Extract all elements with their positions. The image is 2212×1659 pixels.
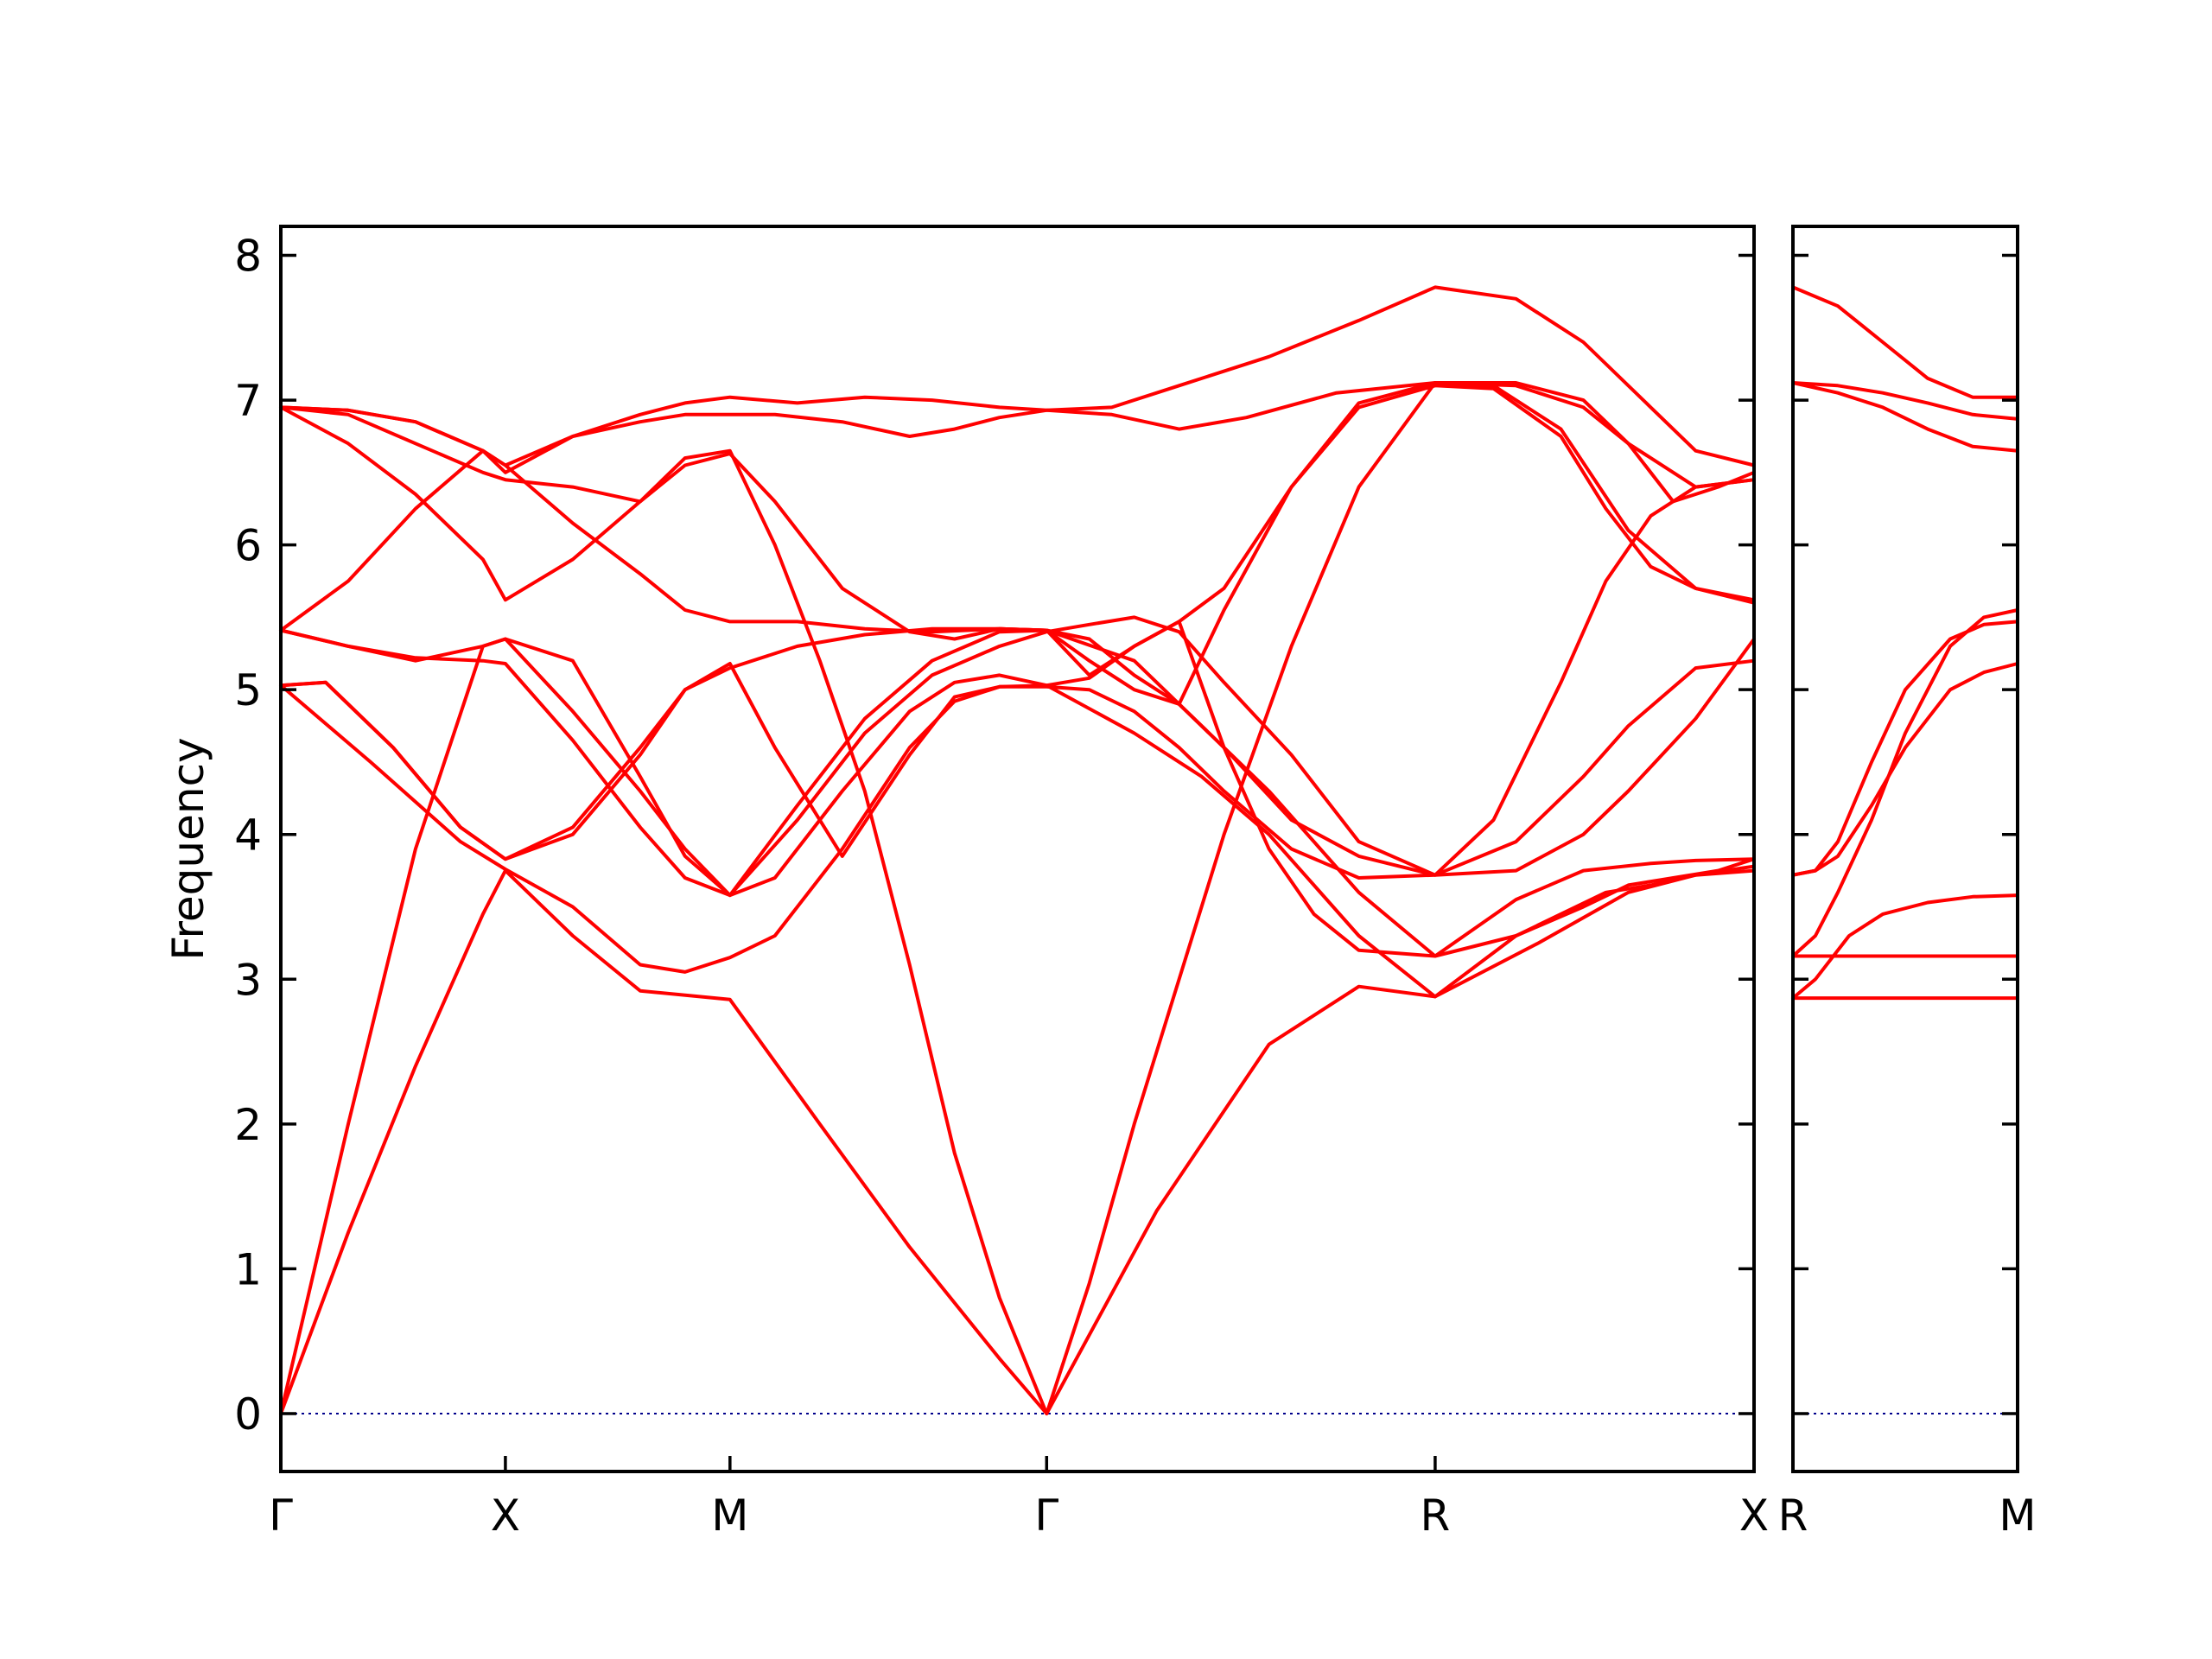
band-line-3 [279, 683, 1756, 999]
band-line-5 [1791, 620, 2019, 877]
band-line-9 [1791, 285, 2019, 399]
band-line-4 [1791, 608, 2019, 958]
x-tick-label: R [1778, 1491, 1808, 1541]
y-tick-label: 7 [234, 376, 262, 426]
band-line-2 [279, 620, 1756, 1415]
band-line-6 [279, 478, 1756, 898]
y-tick-label: 4 [234, 810, 262, 861]
y-tick-label: 8 [234, 232, 262, 282]
plot-frame [279, 225, 1756, 1473]
y-tick-label: 2 [234, 1100, 262, 1150]
y-tick-label: 6 [234, 521, 262, 571]
x-tick-label: Γ [269, 1491, 293, 1541]
band-line-12 [279, 626, 1756, 958]
x-tick-label: M [711, 1491, 748, 1541]
band-line-4 [279, 658, 1756, 880]
x-tick-label: R [1421, 1491, 1451, 1541]
x-tick-label: X [491, 1491, 520, 1541]
band-line-7 [1791, 381, 2019, 453]
band-line-3 [1791, 893, 2019, 1001]
y-tick-label: 1 [234, 1244, 262, 1294]
x-tick-label: X [1739, 1491, 1769, 1541]
band-line-9 [279, 381, 1756, 1415]
y-axis-label: Frequency [163, 737, 213, 960]
band-line-8 [1791, 381, 2019, 421]
band-line-11 [279, 381, 1756, 504]
x-tick-label: Γ [1034, 1491, 1058, 1541]
y-tick-label: 5 [234, 665, 262, 715]
band-line-1 [279, 868, 1756, 1415]
band-line-6 [1791, 662, 2019, 877]
band-line-10 [279, 285, 1756, 474]
x-tick-label: M [1999, 1491, 2036, 1541]
y-tick-label: 3 [234, 955, 262, 1005]
band-line-5 [279, 615, 1756, 898]
band-line-8 [279, 381, 1756, 706]
y-tick-label: 0 [234, 1389, 262, 1440]
plot-frame [1791, 225, 2019, 1473]
